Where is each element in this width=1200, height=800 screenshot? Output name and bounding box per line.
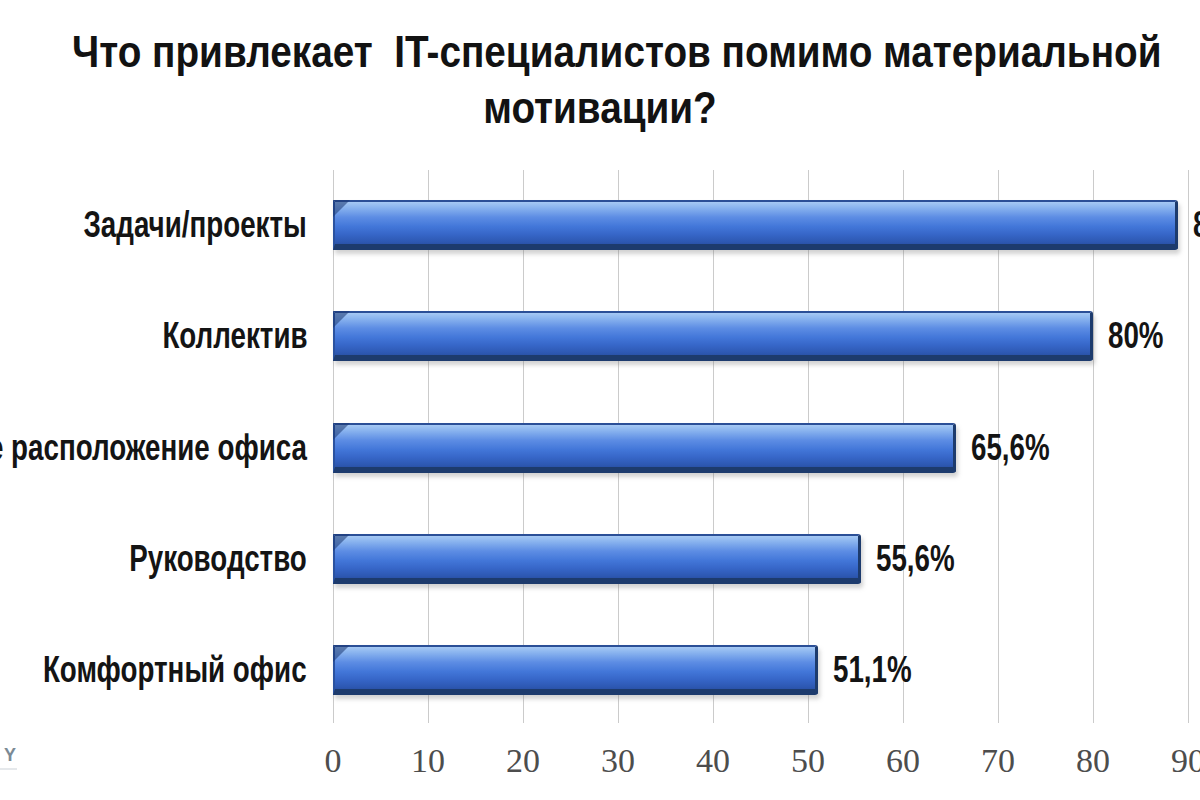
gridline-x-80	[1093, 170, 1094, 723]
value-label-2: 65,6%	[971, 423, 1050, 473]
category-label-3: Руководство	[129, 534, 307, 584]
x-tick-label-90: 90	[1128, 742, 1200, 780]
category-label-0: Задачи/проекты	[84, 200, 307, 250]
gridline-x-90	[1188, 170, 1189, 723]
category-label-1: Коллектив	[162, 311, 307, 361]
watermark-logo: Y	[4, 745, 16, 766]
value-label-4: 51,1%	[833, 645, 912, 695]
bar-0	[333, 200, 1178, 250]
value-label-3: 55,6%	[876, 534, 955, 584]
bar-3	[333, 534, 861, 584]
category-label-2: Удобное расположение офиса	[0, 423, 307, 473]
value-label-1: 80%	[1108, 311, 1164, 361]
bar-2	[333, 423, 956, 473]
value-label-0: 88,9%	[1193, 200, 1200, 250]
bar-1	[333, 311, 1093, 361]
watermark-underline	[0, 768, 17, 770]
bar-4	[333, 645, 818, 695]
category-label-4: Комфортный офис	[43, 645, 307, 695]
bar-chart: 0102030405060708090Задачи/проекты88,9%Ко…	[0, 0, 1200, 800]
